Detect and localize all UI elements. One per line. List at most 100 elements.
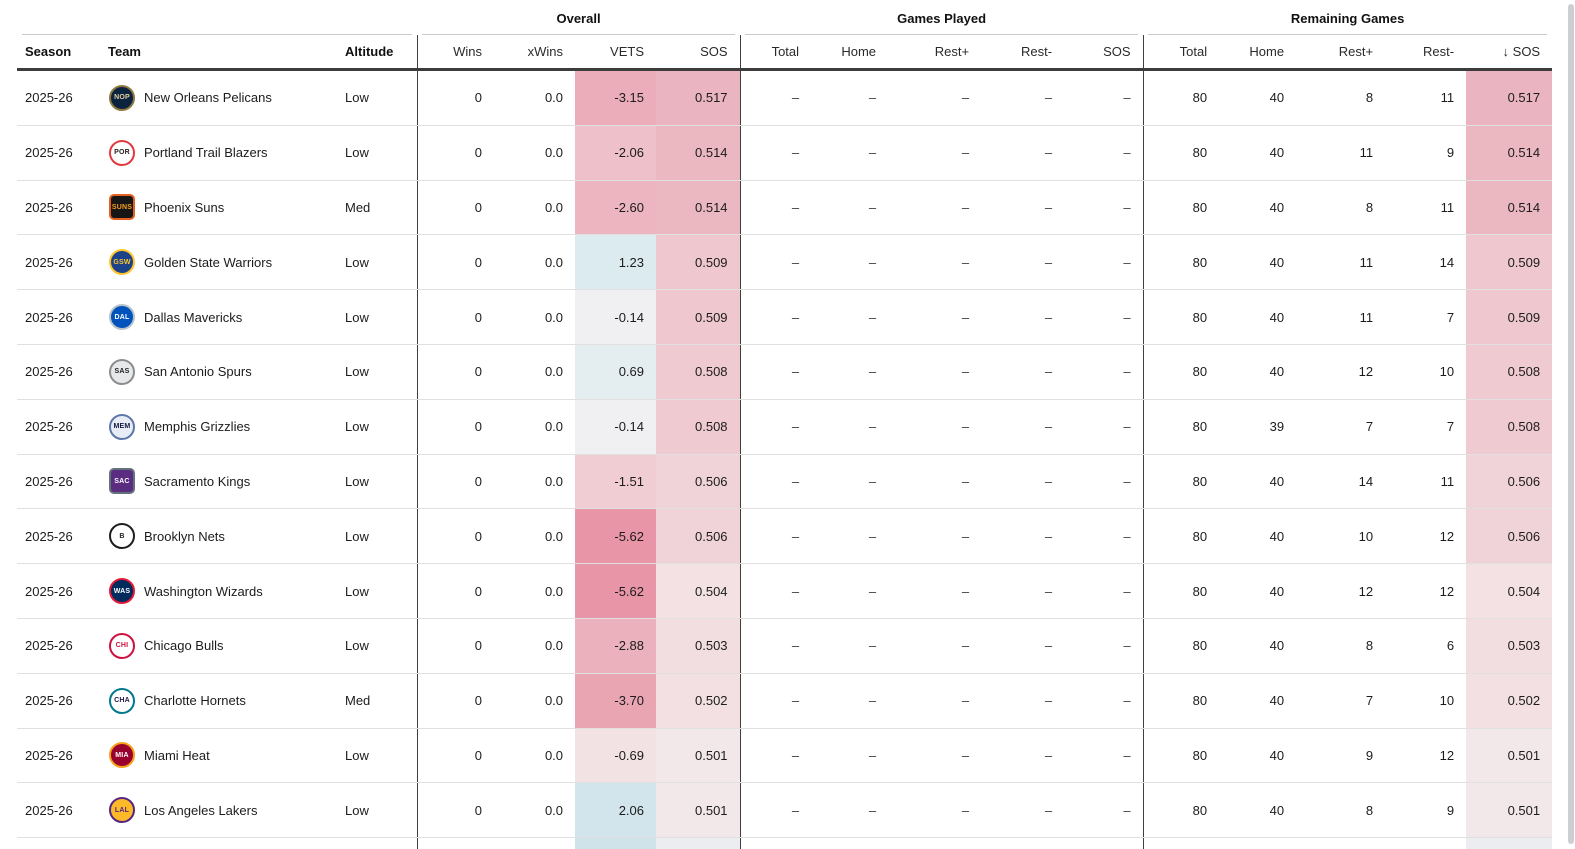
col-altitude[interactable]: Altitude xyxy=(330,35,418,71)
gp-sos-cell: – xyxy=(1064,782,1144,839)
gp-home-cell: – xyxy=(811,399,889,455)
altitude-cell: Low xyxy=(330,618,418,674)
vets-cell: -1.51 xyxy=(575,454,657,510)
team-cell: GSW Golden State Warriors xyxy=(100,234,330,291)
wins-cell: 0 xyxy=(416,180,495,236)
overall-sos-cell: 0.517 xyxy=(656,69,741,126)
gp-restminus-cell: – xyxy=(981,673,1065,729)
rg-total-cell: 80 xyxy=(1142,344,1220,400)
rg-restminus-cell: 9 xyxy=(1385,782,1467,839)
rg-home-cell: 40 xyxy=(1219,69,1297,126)
altitude-cell: Low xyxy=(330,234,418,291)
gp-sos-cell: – xyxy=(1064,618,1144,674)
col-rg-restplus[interactable]: Rest+ xyxy=(1296,35,1386,71)
altitude-cell: Low xyxy=(330,728,418,784)
gp-home-cell: – xyxy=(811,728,889,784)
xwins-cell: 0.0 xyxy=(494,69,576,126)
rg-restplus-cell: 11 xyxy=(1296,234,1386,291)
season-cell: 2025-26 xyxy=(17,508,100,565)
col-gp-sos[interactable]: SOS xyxy=(1064,35,1144,71)
col-wins[interactable]: Wins xyxy=(416,35,495,71)
rg-sos-cell: 0.506 xyxy=(1466,454,1553,510)
gp-total-cell: – xyxy=(739,125,812,181)
xwins-cell: 0.0 xyxy=(494,125,576,181)
gp-sos-cell: – xyxy=(1064,399,1144,455)
rg-sos-cell: 0.503 xyxy=(1466,618,1553,674)
col-rg-home[interactable]: Home xyxy=(1219,35,1297,71)
rg-restminus-cell: 10 xyxy=(1385,344,1467,400)
wins-cell: 0 xyxy=(416,728,495,784)
rg-restplus-cell: 10 xyxy=(1296,837,1386,849)
rg-sos-cell: 0.504 xyxy=(1466,563,1553,619)
table-row: 2025-26 CHI Chicago Bulls Low 0 0.0 -2.8… xyxy=(17,618,1553,674)
table-row: 2025-26 DAL Dallas Mavericks Low 0 0.0 -… xyxy=(17,289,1553,345)
rg-restplus-cell: 12 xyxy=(1296,563,1386,619)
vets-cell: 2.33 xyxy=(575,837,657,849)
gp-home-cell: – xyxy=(811,344,889,400)
gp-sos-cell: – xyxy=(1064,728,1144,784)
altitude-cell: Low xyxy=(330,289,418,345)
col-team[interactable]: Team xyxy=(100,35,330,71)
col-rg-sos-sorted[interactable]: ↓ SOS xyxy=(1466,35,1553,71)
gp-home-cell: – xyxy=(811,289,889,345)
col-season[interactable]: Season xyxy=(17,35,100,71)
gp-restplus-cell: – xyxy=(888,344,982,400)
team-cell: WAS Washington Wizards xyxy=(100,563,330,619)
altitude-cell: Low xyxy=(330,399,418,455)
gp-sos-cell: – xyxy=(1064,563,1144,619)
col-xwins[interactable]: xWins xyxy=(494,35,576,71)
col-gp-restminus[interactable]: Rest- xyxy=(981,35,1065,71)
rg-sos-cell: 0.501 xyxy=(1466,728,1553,784)
gp-restplus-cell: – xyxy=(888,180,982,236)
altitude-cell: Med xyxy=(330,673,418,729)
rg-total-cell: 80 xyxy=(1142,180,1220,236)
team-cell: POR Portland Trail Blazers xyxy=(100,125,330,181)
season-cell: 2025-26 xyxy=(17,782,100,839)
col-gp-restplus[interactable]: Rest+ xyxy=(888,35,982,71)
col-overall-sos[interactable]: SOS xyxy=(656,35,741,71)
group-header-row: Overall Games Played Remaining Games xyxy=(17,8,1552,35)
table-row: 2025-26 SAS San Antonio Spurs Low 0 0.0 … xyxy=(17,344,1553,400)
vertical-scrollbar[interactable] xyxy=(1568,4,1574,844)
wins-cell: 0 xyxy=(416,234,495,291)
rg-sos-cell: 0.509 xyxy=(1466,289,1553,345)
xwins-cell: 0.0 xyxy=(494,673,576,729)
team-logo-icon: SAC xyxy=(109,468,135,495)
season-cell: 2025-26 xyxy=(17,618,100,674)
overall-sos-cell: 0.508 xyxy=(656,344,741,400)
vets-cell: 2.06 xyxy=(575,782,657,839)
gp-total-cell: – xyxy=(739,508,812,565)
rg-restminus-cell: 10 xyxy=(1385,673,1467,729)
altitude-cell: Low xyxy=(330,344,418,400)
col-rg-restminus[interactable]: Rest- xyxy=(1385,35,1467,71)
season-cell: 2025-26 xyxy=(17,125,100,181)
overall-sos-cell: 0.509 xyxy=(656,234,741,291)
team-cell: NOP New Orleans Pelicans xyxy=(100,69,330,126)
col-rg-total[interactable]: Total xyxy=(1142,35,1220,71)
team-name: New Orleans Pelicans xyxy=(144,90,272,106)
col-vets[interactable]: VETS xyxy=(575,35,657,71)
table-row: 2025-26 SAC Sacramento Kings Low 0 0.0 -… xyxy=(17,454,1553,510)
xwins-cell: 0.0 xyxy=(494,289,576,345)
gp-restplus-cell: – xyxy=(888,837,982,849)
team-name: San Antonio Spurs xyxy=(144,364,252,380)
wins-cell: 0 xyxy=(416,69,495,126)
vets-cell: -0.69 xyxy=(575,728,657,784)
gp-restminus-cell: – xyxy=(981,782,1065,839)
altitude-cell: Med xyxy=(330,837,418,849)
gp-home-cell: – xyxy=(811,782,889,839)
rg-total-cell: 80 xyxy=(1142,234,1220,291)
overall-sos-cell: 0.506 xyxy=(656,508,741,565)
table-body: 2025-26 NOP New Orleans Pelicans Low 0 0… xyxy=(17,69,1553,849)
col-gp-home[interactable]: Home xyxy=(811,35,889,71)
vets-cell: -3.70 xyxy=(575,673,657,729)
gp-restplus-cell: – xyxy=(888,399,982,455)
rg-restminus-cell: 12 xyxy=(1385,728,1467,784)
rg-home-cell: 40 xyxy=(1219,125,1297,181)
wins-cell: 0 xyxy=(416,454,495,510)
vets-cell: 1.23 xyxy=(575,234,657,291)
rg-sos-cell: 0.508 xyxy=(1466,344,1553,400)
col-gp-total[interactable]: Total xyxy=(739,35,812,71)
rg-sos-cell: 0.517 xyxy=(1466,69,1553,126)
gp-restplus-cell: – xyxy=(888,563,982,619)
